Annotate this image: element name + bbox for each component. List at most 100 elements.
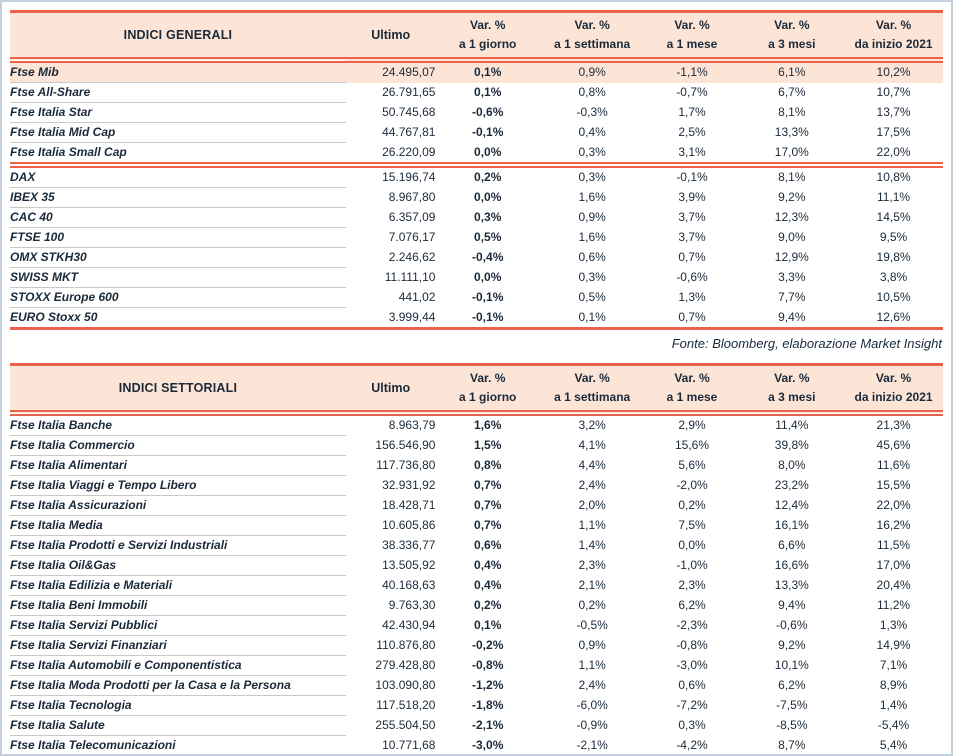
- var-value: -0,6%: [676, 270, 708, 284]
- index-row: Ftse Italia Oil&Gas 13.505,92 0,4% 2,3% -1,0…: [10, 555, 943, 576]
- var-value: 5,4%: [844, 735, 943, 754]
- index-name: Ftse Italia Star: [10, 102, 346, 123]
- column-header-var: Var. % a 1 settimana: [539, 363, 645, 416]
- ultimo-value: 3.999,44: [345, 307, 436, 330]
- ultimo-value: 26.220,09: [345, 142, 436, 168]
- var-value: 20,4%: [876, 578, 911, 592]
- index-row: Ftse Italia Viaggi e Tempo Libero 32.931,…: [10, 475, 943, 496]
- table-title: INDICI SETTORIALI: [10, 363, 346, 416]
- var-value: 12,6%: [844, 307, 943, 330]
- var-value: 2,3%: [678, 578, 706, 592]
- var-value: 3,3%: [778, 270, 806, 284]
- ultimo-value: 255.504,50: [375, 718, 436, 732]
- var-value: 0,6%: [678, 678, 706, 692]
- var-value: -7,5%: [776, 698, 808, 712]
- var-value: 2,9%: [678, 418, 706, 433]
- index-name: Ftse All-Share: [10, 82, 346, 103]
- column-header-var: Var. % a 1 mese: [644, 363, 740, 416]
- index-name: Ftse Italia Banche: [10, 413, 346, 436]
- var-value: 3,7%: [678, 230, 706, 244]
- var-value: 11,2%: [876, 598, 911, 612]
- column-header-var: Var. % a 1 giorno: [435, 363, 540, 416]
- var-value: 7,5%: [678, 518, 706, 532]
- var-value: 10,7%: [876, 85, 911, 99]
- var-value: 1,4%: [578, 538, 606, 552]
- index-name: Ftse Italia Edilizia e Materiali: [10, 575, 346, 596]
- var-value: 19,8%: [876, 250, 911, 264]
- column-header-var: Var. % a 3 mesi: [739, 363, 845, 416]
- var-value: 11,4%: [775, 418, 809, 433]
- var-value: 0,3%: [678, 718, 706, 732]
- var-header-line1: Var. %: [674, 371, 710, 385]
- var-value: -0,2%: [472, 638, 504, 652]
- var-header-line1: Var. %: [674, 18, 710, 32]
- var-value: 1,1%: [578, 518, 606, 532]
- index-row: Ftse Italia Small Cap 26.220,09 0,0% 0,3% 3,…: [10, 142, 943, 168]
- index-row: Ftse Italia Moda Prodotti per la Casa e …: [10, 675, 943, 696]
- column-header-var: Var. % a 1 mese: [644, 10, 740, 63]
- var-header-line2: a 1 giorno: [459, 390, 517, 404]
- var-value: 0,2%: [578, 598, 606, 612]
- var-value: 11,5%: [876, 538, 911, 552]
- var-value: 12,4%: [774, 498, 809, 512]
- index-row: DAX 15.196,74 0,2% 0,3% -0,1% 8,1% 10,8%: [10, 165, 943, 188]
- var-value: 16,1%: [774, 518, 809, 532]
- column-header-ultimo: Ultimo: [345, 363, 436, 416]
- var-value: 0,6%: [474, 538, 502, 552]
- var-value: 0,3%: [578, 270, 606, 284]
- ultimo-value: 10.605,86: [382, 518, 436, 532]
- index-row: Ftse Italia Beni Immobili 9.763,30 0,2% 0,2…: [10, 595, 943, 616]
- var-value: 21,3%: [876, 418, 911, 433]
- var-value: -3,0%: [435, 735, 540, 754]
- index-name: EURO Stoxx 50: [10, 307, 346, 330]
- var-value: 1,3%: [879, 618, 908, 632]
- index-row: Ftse Mib 24.495,07 0,1% 0,9% -1,1% 6,1% 10,2%: [10, 60, 943, 83]
- index-name: IBEX 35: [10, 187, 346, 208]
- var-value: 3,2%: [578, 418, 606, 433]
- var-header-line2: a 1 settimana: [554, 37, 631, 51]
- var-value: 8,7%: [739, 735, 845, 754]
- header-row: INDICI SETTORIALI Ultimo Var. % a 1 giorno V…: [10, 363, 943, 416]
- var-value: -2,1%: [472, 718, 504, 732]
- var-header-line1: Var. %: [875, 18, 912, 32]
- index-name: SWISS MKT: [10, 267, 346, 288]
- var-header-line1: Var. %: [470, 371, 506, 385]
- var-value: 0,1%: [435, 60, 540, 83]
- ultimo-value: 42.430,94: [382, 618, 436, 632]
- var-value: 10,8%: [876, 170, 911, 185]
- var-value: 2,0%: [578, 498, 606, 512]
- var-header-line2: a 3 mesi: [768, 37, 816, 51]
- var-value: 0,7%: [474, 518, 502, 532]
- var-value: 0,0%: [435, 142, 540, 168]
- var-value: -1,1%: [644, 60, 740, 83]
- indici-settoriali-table: INDICI SETTORIALI Ultimo Var. % a 1 giorno V…: [10, 363, 943, 754]
- var-value: 0,6%: [578, 250, 606, 264]
- var-value: -2,3%: [676, 618, 708, 632]
- var-value: 0,2%: [678, 498, 706, 512]
- var-value: 10,1%: [774, 658, 809, 672]
- var-value: 1,1%: [578, 658, 606, 672]
- index-name: Ftse Italia Servizi Pubblici: [10, 615, 346, 636]
- index-name: Ftse Italia Prodotti e Servizi Industria…: [10, 535, 346, 556]
- ultimo-value: 110.876,80: [376, 638, 436, 652]
- var-header-line1: Var. %: [875, 371, 912, 385]
- ultimo-value: 15.196,74: [382, 170, 436, 185]
- var-value: 23,2%: [774, 478, 809, 492]
- index-name: Ftse Italia Assicurazioni: [10, 495, 346, 516]
- var-value: 7,1%: [879, 658, 908, 672]
- var-value: 7,7%: [778, 290, 806, 304]
- var-header-line2: a 1 settimana: [554, 390, 631, 404]
- index-name: Ftse Italia Tecnologia: [10, 695, 346, 716]
- index-row: Ftse Italia Mid Cap 44.767,81 -0,1% 0,4% 2,5…: [10, 122, 943, 143]
- index-row: SWISS MKT 11.111,10 0,0% 0,3% -0,6% 3,3% 3,8%: [10, 267, 943, 288]
- var-value: 22,0%: [844, 142, 943, 168]
- var-header-line2: da inizio 2021: [854, 390, 933, 404]
- var-value: 13,3%: [774, 578, 809, 592]
- var-value: 6,1%: [739, 60, 845, 83]
- var-value: 0,4%: [474, 558, 502, 572]
- var-value: -0,6%: [776, 618, 808, 632]
- var-value: -7,2%: [676, 698, 708, 712]
- var-value: 0,0%: [474, 190, 502, 204]
- ultimo-value: 11.111,10: [384, 270, 436, 284]
